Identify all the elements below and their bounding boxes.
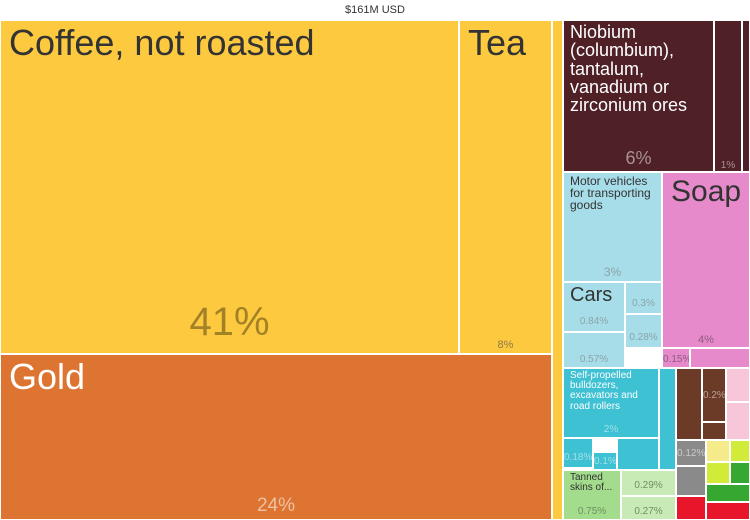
treemap-minor-cell [730, 440, 750, 462]
treemap-cell-label: Niobium (columbium), tantalum, vanadium … [570, 22, 688, 116]
treemap-cell-label: Coffee, not roasted [9, 22, 315, 63]
treemap-cell-share: 2% [603, 424, 619, 435]
treemap-minor-cell [676, 368, 702, 440]
treemap-cell-share: 8% [497, 339, 514, 351]
treemap-minor-cell [742, 20, 750, 172]
treemap-cell-share: 0.2% [703, 390, 726, 401]
treemap-cell-niobium-columbium-tantalum-vanadium-or-z: Niobium (columbium), tantalum, vanadium … [563, 20, 714, 172]
treemap-cell-label: Cars [570, 284, 613, 306]
treemap-cell-item-4: 1% [714, 20, 742, 172]
treemap-minor-cell [676, 496, 706, 520]
treemap-cell-item-14: 0.1% [593, 452, 617, 470]
treemap-cell-share: 0.29% [634, 480, 663, 491]
treemap-cell-tanned-skins-of: Tanned skins of... 0.75% [563, 470, 621, 520]
treemap-cell-self-propelled-bulldozers-excavators-and: Self-propelled bulldozers, excavators an… [563, 368, 659, 438]
treemap-minor-cell [702, 422, 726, 440]
treemap-chart: Coffee, not roasted 41% Gold 24% Tea 8% Niobiu… [0, 20, 750, 520]
treemap-cell-item-11: 0.15% [662, 348, 690, 368]
treemap-cell-tea: Tea 8% [459, 20, 552, 354]
treemap-minor-cell [726, 402, 750, 440]
treemap-cell-item-16: 0.12% [676, 440, 706, 466]
treemap-minor-cell [690, 348, 750, 368]
treemap-cell-item-15: 0.2% [702, 368, 726, 422]
treemap-cell-share: 0.1% [594, 456, 617, 467]
treemap-minor-cell [730, 462, 750, 484]
treemap-cell-item-13: 0.18% [563, 438, 593, 468]
treemap-minor-cell [676, 466, 706, 496]
treemap-cell-share: 3% [603, 265, 622, 279]
treemap-minor-cell [617, 438, 659, 470]
treemap-cell-share: 0.28% [629, 332, 658, 343]
treemap-cell-share: 0.12% [677, 448, 706, 459]
treemap-cell-label: Tea [468, 22, 527, 63]
treemap-cell-share: 6% [625, 148, 652, 168]
treemap-cell-share: 0.84% [579, 316, 609, 327]
treemap-cell-share: 0.27% [634, 506, 663, 517]
treemap-cell-share: 0.57% [579, 354, 609, 365]
treemap-minor-cell [706, 484, 750, 502]
treemap-cell-share: 0.75% [577, 506, 607, 517]
treemap-cell-label: Self-propelled bulldozers, excavators an… [570, 370, 638, 412]
treemap-cell-gold: Gold 24% [0, 354, 552, 520]
treemap-cell-item-8: 0.3% [625, 282, 662, 314]
treemap-cell-share: 0.3% [632, 298, 655, 309]
treemap-cell-soap: Soap 4% [662, 172, 750, 348]
treemap-minor-cell [706, 502, 750, 520]
treemap-cell-item-19: 0.27% [621, 496, 676, 520]
treemap-cell-share: 4% [698, 334, 714, 346]
treemap-minor-cell [706, 440, 730, 462]
treemap-minor-cell [552, 20, 563, 520]
treemap-cell-share: 0.18% [564, 452, 593, 463]
treemap-cell-cars: Cars 0.84% [563, 282, 625, 332]
treemap-cell-share: 41% [189, 300, 270, 344]
chart-total-value: $161M USD [345, 4, 405, 16]
treemap-cell-share: 1% [720, 160, 736, 171]
treemap-cell-share: 0.15% [663, 354, 690, 365]
treemap-cell-coffee-not-roasted: Coffee, not roasted 41% [0, 20, 459, 354]
treemap-cell-item-18: 0.29% [621, 470, 676, 496]
treemap-cell-label: Tanned skins of... [570, 472, 613, 494]
treemap-cell-label: Gold [9, 356, 86, 397]
treemap-cell-label: Soap [671, 175, 742, 208]
treemap-cell-item-9: 0.28% [625, 314, 662, 348]
treemap-minor-cell [659, 368, 676, 470]
treemap-minor-cell [706, 462, 730, 484]
treemap-cell-item-10: 0.57% [563, 332, 625, 368]
treemap-cell-label: Motor vehicles for transporting goods [570, 174, 651, 213]
treemap-cell-share: 24% [256, 495, 296, 516]
treemap-minor-cell [726, 368, 750, 402]
treemap-cell-motor-vehicles-for-transporting-goods: Motor vehicles for transporting goods 3% [563, 172, 662, 282]
